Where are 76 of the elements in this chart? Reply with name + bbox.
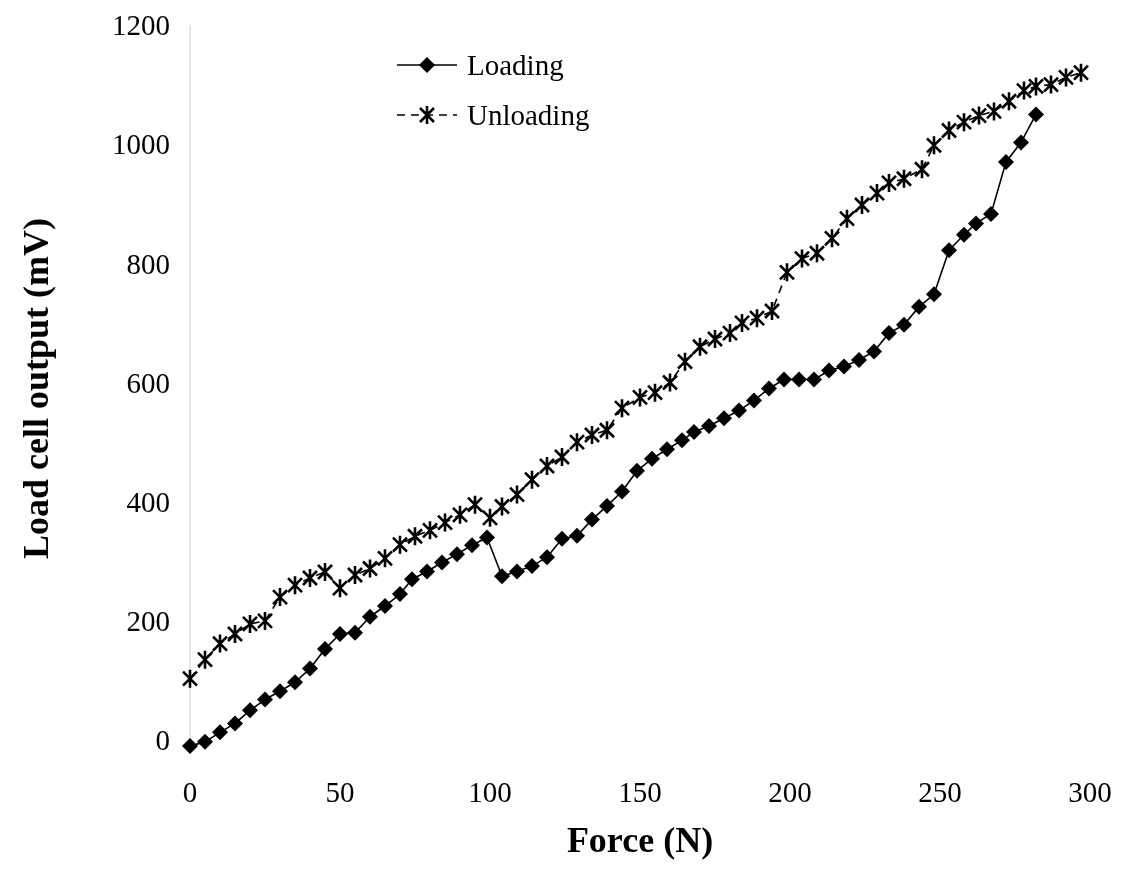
point — [272, 683, 288, 700]
point — [212, 724, 228, 741]
point — [287, 674, 303, 691]
point — [404, 571, 420, 588]
point — [419, 563, 435, 580]
point — [701, 418, 717, 435]
y-tick-label: 800 — [126, 247, 170, 280]
point — [257, 691, 273, 708]
point — [686, 424, 702, 440]
point — [761, 380, 777, 397]
point — [479, 529, 495, 546]
point — [347, 624, 363, 641]
point — [302, 660, 318, 677]
point — [716, 410, 732, 427]
point — [806, 371, 822, 388]
point — [449, 546, 465, 563]
point — [629, 462, 645, 479]
point — [584, 511, 600, 528]
point — [659, 441, 675, 458]
point — [674, 432, 690, 449]
y-tick-label: 600 — [126, 366, 170, 399]
point — [791, 371, 807, 388]
x-tick-label: 200 — [768, 776, 812, 808]
point — [983, 205, 999, 222]
point — [731, 402, 747, 419]
point — [599, 497, 615, 514]
point — [317, 640, 333, 657]
x-tick-label: 150 — [618, 776, 662, 808]
point — [332, 626, 348, 643]
point — [392, 586, 408, 603]
y-tick-label: 1200 — [112, 9, 170, 42]
point — [911, 298, 927, 315]
legend-label: Unloading — [467, 99, 590, 132]
y-axis-title: Load cell output (mV) — [16, 218, 56, 559]
legend-label: Loading — [467, 49, 564, 82]
point — [464, 537, 480, 554]
point — [377, 598, 393, 614]
point — [494, 568, 510, 585]
point — [227, 715, 243, 732]
point — [896, 316, 912, 333]
point — [539, 549, 555, 566]
point — [776, 371, 792, 388]
point — [614, 483, 630, 500]
y-tick-label: 200 — [126, 605, 170, 638]
y-tick-label: 400 — [126, 485, 170, 518]
point — [881, 325, 897, 342]
point — [866, 343, 882, 360]
point — [242, 702, 258, 719]
x-axis-title: Force (N) — [566, 820, 714, 860]
point — [569, 527, 585, 544]
point — [968, 215, 984, 232]
y-tick-label: 0 — [155, 724, 170, 757]
point — [956, 226, 972, 243]
y-tick-label: 1000 — [112, 128, 170, 161]
point — [851, 351, 867, 368]
x-tick-label: 0 — [182, 776, 198, 808]
x-tick-label: 50 — [325, 776, 355, 808]
point — [926, 286, 942, 303]
point — [509, 563, 525, 580]
point — [434, 554, 450, 571]
point — [182, 738, 198, 755]
point — [197, 733, 213, 750]
x-tick-label: 100 — [468, 776, 512, 808]
point — [821, 362, 837, 379]
point — [524, 558, 540, 575]
point — [644, 450, 660, 467]
x-tick-label: 300 — [1068, 776, 1112, 808]
point — [746, 392, 762, 409]
point — [1013, 134, 1029, 151]
point — [554, 530, 570, 547]
point — [1028, 106, 1044, 123]
point — [998, 154, 1014, 171]
x-tick-label: 250 — [918, 776, 962, 808]
point — [941, 242, 957, 259]
point — [836, 358, 852, 375]
point — [362, 608, 378, 625]
